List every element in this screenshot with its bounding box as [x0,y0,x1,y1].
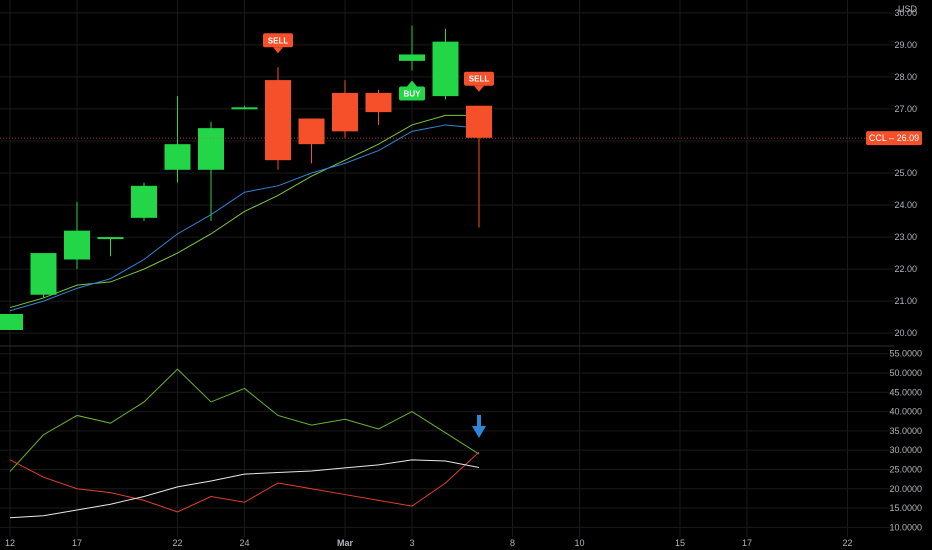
buy-signal-pointer [407,80,417,87]
indicator-tick-label: 25.0000 [889,464,922,474]
price-tick-label: 22.00 [894,264,917,274]
candle-body[interactable] [198,128,224,170]
grid [0,0,894,537]
sell-signal-label: SELL [469,75,490,84]
price-tick-label: 25.00 [894,168,917,178]
price-tick-label: 23.00 [894,232,917,242]
indicator-tick-label: 10.0000 [889,522,922,532]
currency-label: USD [898,4,918,14]
buy-signal-badge[interactable] [399,86,425,101]
indicator-tick-label: 30.0000 [889,445,922,455]
candle-body[interactable] [131,185,157,218]
price-tick-label: 21.00 [894,296,917,306]
price-tick-label: 29.00 [894,40,917,50]
candle-body[interactable] [432,41,459,97]
price-axis[interactable]: 20.0021.0022.0023.0024.0025.0026.0027.00… [866,4,922,338]
candle-body[interactable] [332,92,358,132]
time-tick-label: 15 [675,538,685,548]
moving-average-green [9,114,479,309]
sell-signal-badge[interactable] [263,33,293,48]
indicator-line-3 [9,459,480,519]
candle-body[interactable] [231,107,258,110]
candle-body[interactable] [298,118,325,145]
indicator-line-2 [9,451,480,513]
indicator-tick-label: 50.0000 [889,368,922,378]
last-price-tag[interactable] [866,131,922,146]
down-arrow-icon [472,415,486,438]
sell-signal-pointer [474,85,484,92]
time-axis[interactable]: 12 17 22 24 Mar 3 8 10 15 17 22 [5,538,853,548]
price-tick-label: 28.00 [894,72,917,82]
candle-body[interactable] [365,92,392,113]
indicator-tick-label: 45.0000 [889,387,922,397]
sell-signal-pointer [273,47,283,54]
moving-average-blue [9,124,480,312]
time-tick-label: 10 [574,538,584,548]
buy-signal-label: BUY [404,89,422,98]
price-tick-label: 24.00 [894,200,917,210]
price-tick-label: 30.00 [894,8,917,18]
price-tick-label: 27.00 [894,104,917,114]
time-tick-label: 17 [742,538,752,548]
time-tick-label: 3 [409,538,414,548]
sell-signal-badge[interactable] [464,71,494,86]
indicator-tick-label: 55.0000 [889,349,922,359]
time-tick-label: 12 [5,538,15,548]
candle-body[interactable] [0,313,23,330]
indicator-tick-label: 20.0000 [889,484,922,494]
price-pane[interactable]: SELL BUY SELL [0,25,894,330]
time-tick-label: 24 [239,538,249,548]
last-price-label: CCL – 26.09 [869,133,919,143]
indicator-tick-label: 15.0000 [889,503,922,513]
time-tick-label: 8 [510,538,515,548]
candle-body[interactable] [466,105,492,138]
candle-body[interactable] [164,144,191,170]
candle-body[interactable] [265,80,291,161]
indicator-axis[interactable]: 10.0000 15.0000 20.0000 25.0000 30.0000 35.00… [889,349,922,533]
sell-signal-label: SELL [268,36,289,45]
time-tick-label: Mar [337,538,354,548]
candle-body[interactable] [97,237,124,240]
indicator-line-1 [9,368,480,472]
time-tick-label: 17 [72,538,82,548]
time-tick-label: 22 [842,538,852,548]
candle-body[interactable] [399,54,425,61]
candle-body[interactable] [64,230,90,260]
price-tick-label: 20.00 [894,328,917,338]
indicator-tick-label: 35.0000 [889,426,922,436]
indicator-tick-label: 40.0000 [889,407,922,417]
arrow-head [472,426,486,438]
indicator-pane[interactable] [9,368,486,519]
time-tick-label: 22 [172,538,182,548]
arrow-shaft [477,415,481,428]
candle-body[interactable] [30,253,57,295]
